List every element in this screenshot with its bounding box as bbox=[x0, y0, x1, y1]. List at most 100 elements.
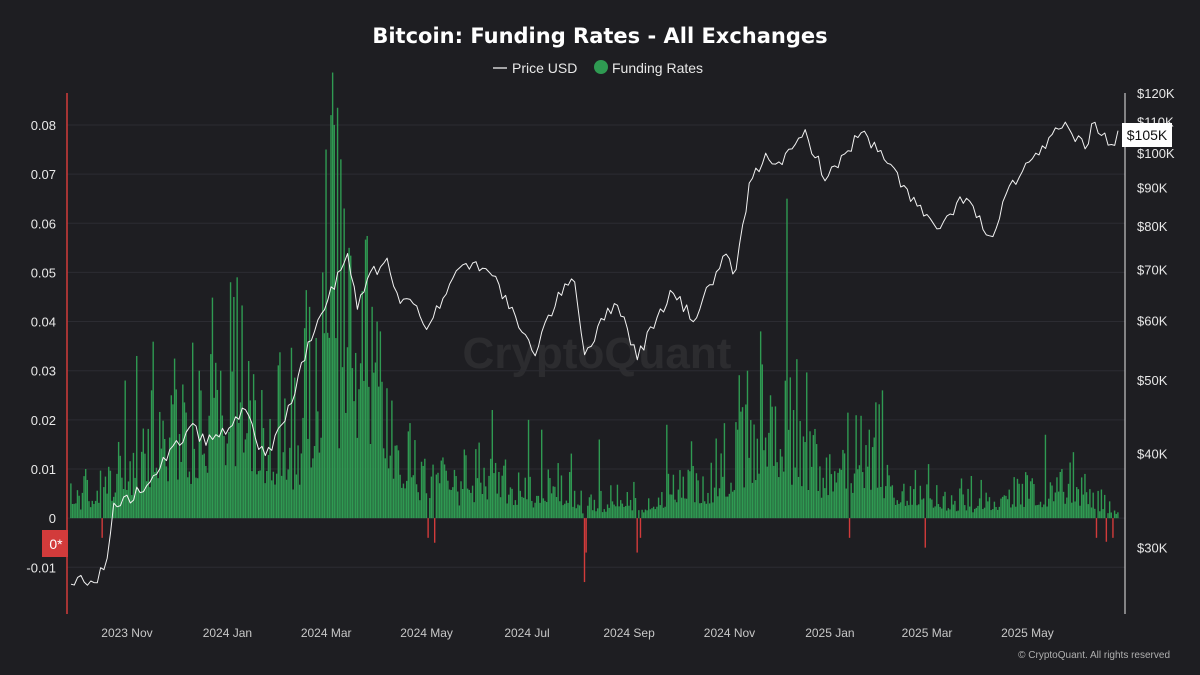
funding-bar bbox=[885, 486, 887, 519]
funding-bar bbox=[690, 441, 693, 519]
funding-bar bbox=[929, 498, 931, 519]
funding-bar bbox=[409, 423, 411, 519]
funding-bar bbox=[1005, 495, 1007, 519]
funding-bar bbox=[1108, 501, 1111, 519]
funding-bar bbox=[967, 488, 969, 519]
left-tick-label: 0 bbox=[49, 511, 56, 526]
funding-bar bbox=[817, 490, 819, 519]
funding-bar bbox=[606, 504, 609, 519]
funding-bar bbox=[784, 380, 787, 519]
funding-bar bbox=[588, 497, 591, 519]
funding-bar bbox=[300, 453, 303, 519]
funding-bar bbox=[883, 498, 885, 519]
funding-bar bbox=[827, 495, 829, 519]
funding-bar bbox=[406, 480, 408, 519]
funding-bar bbox=[751, 482, 754, 519]
funding-bar bbox=[290, 347, 293, 519]
x-tick-label: 2024 Jul bbox=[504, 626, 549, 640]
funding-bar bbox=[231, 371, 233, 519]
funding-bars bbox=[70, 72, 1119, 583]
funding-bar bbox=[707, 492, 709, 519]
funding-bar bbox=[755, 480, 757, 519]
funding-bar-negative bbox=[583, 518, 586, 583]
funding-bar bbox=[159, 411, 161, 519]
funding-bar bbox=[425, 493, 428, 519]
watermark: CryptoQuant bbox=[463, 329, 732, 378]
funding-bar bbox=[873, 437, 875, 519]
funding-bar bbox=[81, 492, 84, 519]
funding-bar bbox=[315, 337, 317, 519]
funding-bar bbox=[73, 503, 75, 519]
funding-bar bbox=[628, 505, 630, 519]
funding-bar bbox=[863, 488, 866, 519]
funding-bar bbox=[261, 390, 263, 519]
funding-bar bbox=[168, 437, 171, 519]
funding-bar bbox=[323, 333, 326, 519]
funding-bar bbox=[939, 506, 941, 519]
funding-bar bbox=[615, 506, 617, 519]
funding-bar bbox=[763, 450, 765, 519]
funding-bar bbox=[506, 503, 508, 519]
funding-bar bbox=[725, 496, 727, 519]
funding-bar bbox=[835, 482, 838, 519]
funding-bar bbox=[944, 491, 946, 519]
funding-bar bbox=[596, 508, 599, 519]
funding-bar bbox=[814, 428, 816, 519]
funding-bar bbox=[972, 512, 974, 519]
left-tick-label: 0.04 bbox=[31, 315, 56, 330]
funding-bar bbox=[292, 489, 294, 519]
right-tick-label: $50K bbox=[1137, 373, 1168, 388]
funding-bar bbox=[489, 458, 492, 519]
funding-bar bbox=[94, 500, 97, 519]
legend-funding-label[interactable]: Funding Rates bbox=[612, 60, 703, 76]
funding-bar bbox=[1072, 452, 1075, 519]
funding-bar bbox=[325, 149, 327, 519]
funding-bar bbox=[203, 453, 205, 519]
right-tick-label: $100K bbox=[1137, 146, 1175, 161]
funding-bar bbox=[611, 501, 614, 519]
funding-bar bbox=[970, 475, 973, 519]
funding-bar bbox=[308, 306, 311, 519]
funding-bar bbox=[671, 494, 673, 519]
funding-bar bbox=[461, 489, 464, 519]
funding-bar bbox=[555, 497, 558, 519]
funding-bar bbox=[285, 479, 288, 519]
funding-bar bbox=[776, 462, 778, 519]
funding-bar bbox=[560, 475, 563, 519]
funding-bar bbox=[807, 490, 810, 519]
x-tick-label: 2024 May bbox=[400, 626, 453, 640]
funding-bar bbox=[720, 453, 722, 519]
funding-bar bbox=[99, 470, 102, 519]
funding-bar bbox=[343, 208, 345, 519]
funding-bar bbox=[829, 454, 831, 519]
funding-bar bbox=[700, 502, 703, 519]
funding-bar bbox=[154, 472, 156, 519]
funding-bar bbox=[471, 485, 474, 519]
funding-bar bbox=[84, 469, 87, 519]
funding-bar bbox=[982, 509, 984, 519]
funding-bar bbox=[1076, 487, 1078, 519]
funding-bar bbox=[443, 464, 446, 519]
funding-bar bbox=[363, 380, 365, 519]
funding-bar bbox=[717, 496, 719, 519]
funding-bar bbox=[657, 497, 660, 519]
funding-bar bbox=[679, 470, 681, 519]
funding-bar bbox=[890, 486, 892, 519]
funding-bar bbox=[165, 466, 168, 519]
funding-bar bbox=[820, 497, 823, 519]
funding-bar bbox=[185, 412, 187, 519]
funding-bar bbox=[1001, 496, 1004, 519]
legend[interactable]: Price USD Funding Rates bbox=[493, 60, 703, 76]
funding-bar bbox=[815, 444, 818, 519]
funding-bar bbox=[236, 277, 238, 519]
funding-bar bbox=[378, 386, 380, 519]
funding-bar bbox=[577, 504, 579, 519]
funding-bar bbox=[1051, 485, 1053, 519]
right-tick-label: $30K bbox=[1137, 541, 1168, 556]
funding-bar bbox=[843, 453, 846, 519]
funding-bar bbox=[1115, 513, 1117, 519]
funding-bar bbox=[435, 474, 438, 519]
legend-price-label[interactable]: Price USD bbox=[512, 60, 577, 76]
funding-bar bbox=[122, 489, 125, 519]
funding-bar bbox=[1049, 482, 1052, 519]
